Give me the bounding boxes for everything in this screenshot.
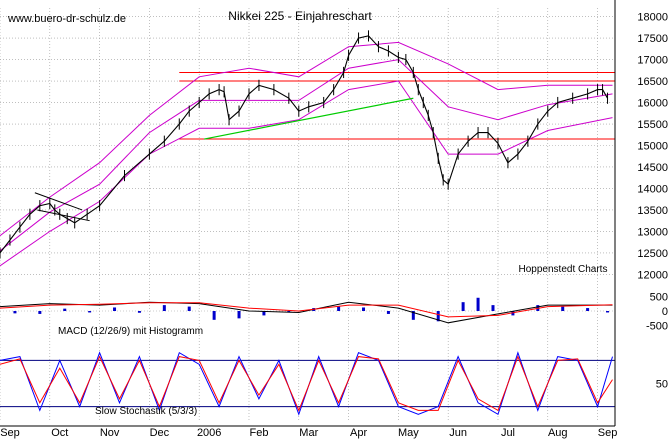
macd-label: MACD (12/26/9) mit Histogramm (58, 326, 203, 337)
x-tick-label: Dec (150, 427, 170, 439)
x-tick-label: Jun (449, 427, 467, 439)
bollinger-upper-line (0, 41, 613, 237)
macd-histogram-bar (491, 305, 495, 311)
macd-histogram-bar (38, 311, 42, 314)
chart-title: Nikkei 225 - Einjahreschart (228, 9, 372, 23)
stochastic-label: Slow Stochastik (5/3/3) (95, 406, 197, 417)
y-tick-label: 13000 (637, 226, 668, 238)
macd-histogram-bar (187, 306, 191, 311)
x-tick-label: May (398, 427, 419, 439)
x-tick-label: Sep (0, 427, 20, 439)
macd-line (0, 301, 613, 324)
macd-histogram-bar (88, 311, 92, 313)
macd-histogram-bar (337, 306, 341, 311)
macd-histogram-bar (162, 305, 166, 311)
x-tick-label: Mar (299, 427, 318, 439)
x-tick-label: Oct (51, 427, 68, 439)
macd-signal-line (0, 302, 613, 318)
macd-histogram-bar (586, 308, 590, 311)
y-tick-label: 17500 (637, 33, 668, 45)
macd-histogram-bar (262, 311, 266, 316)
macd-panel (0, 297, 613, 324)
x-tick-label: Jul (501, 427, 515, 439)
macd-histogram-bar (386, 311, 390, 314)
macd-histogram-bar (561, 306, 565, 311)
y-tick-label: 15500 (637, 119, 668, 131)
x-tick-label: Apr (350, 427, 367, 439)
triangle-upper-line (34, 192, 83, 211)
y-tick-label: 17000 (637, 55, 668, 67)
stochastic-panel (0, 351, 615, 416)
y-tick-label: 18000 (637, 12, 668, 24)
y-tick-label: 13500 (637, 205, 668, 217)
stochastic-tick-label: 50 (656, 379, 668, 391)
x-tick-label: 2006 (197, 427, 221, 439)
macd-histogram-bar (362, 307, 366, 311)
y-tick-label: 15000 (637, 141, 668, 153)
bollinger-middle-line (0, 59, 613, 252)
y-tick-label: 12500 (637, 248, 668, 260)
macd-histogram-bar (137, 311, 141, 313)
y-tick-label: 12000 (637, 269, 668, 281)
macd-histogram-bar (606, 311, 610, 313)
y-tick-label: 14500 (637, 162, 668, 174)
x-tick-label: Feb (250, 427, 269, 439)
macd-histogram-bar (461, 302, 465, 311)
price-panel (0, 30, 615, 267)
y-tick-label: 16500 (637, 76, 668, 88)
macd-histogram-bar (411, 311, 415, 320)
x-tick-label: Nov (100, 427, 120, 439)
macd-tick-label: -500 (646, 321, 668, 333)
macd-histogram-bar (113, 307, 117, 311)
macd-histogram-bar (13, 311, 17, 314)
source-label: Hoppenstedt Charts (519, 264, 608, 275)
macd-tick-label: 500 (650, 291, 668, 303)
y-tick-label: 14000 (637, 183, 668, 195)
macd-histogram-bar (237, 311, 241, 319)
stochastic-d-line (0, 355, 613, 412)
macd-tick-label: 0 (662, 306, 668, 318)
macd-histogram-bar (63, 308, 67, 311)
macd-histogram-bar (476, 297, 480, 311)
x-tick-label: Sep (598, 427, 618, 439)
watermark-text: www.buero-dr-schulz.de (7, 13, 126, 25)
trend-line (204, 97, 414, 140)
y-tick-label: 16000 (637, 98, 668, 110)
macd-histogram-bar (212, 311, 216, 320)
x-tick-label: Aug (548, 427, 568, 439)
macd-histogram-bar (436, 311, 440, 322)
